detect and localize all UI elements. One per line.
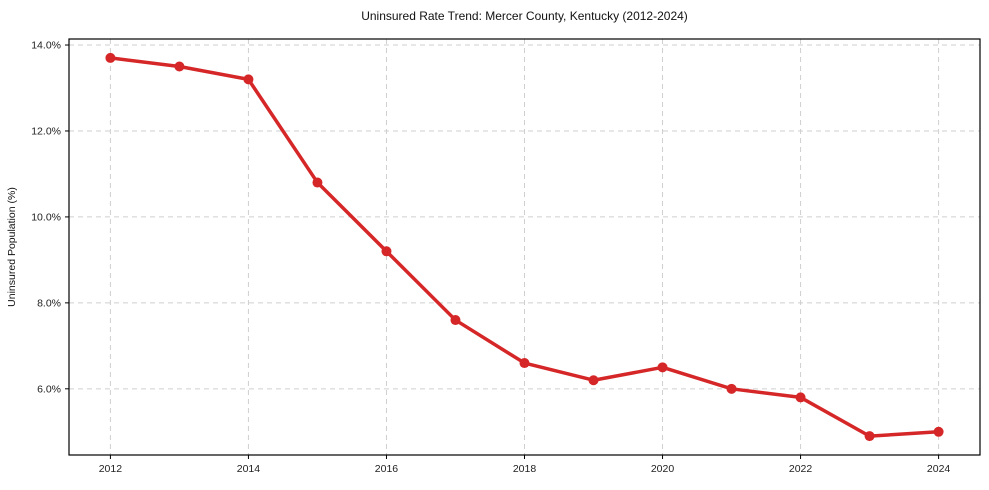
- y-tick-label: 14.0%: [31, 40, 61, 52]
- plot-border: [68, 38, 981, 456]
- data-point: [105, 52, 116, 63]
- x-tick-label: 2018: [513, 463, 537, 475]
- x-tick-label: 2020: [651, 463, 675, 475]
- y-tick-label: 12.0%: [31, 125, 61, 137]
- data-point: [243, 74, 254, 85]
- data-point: [726, 383, 737, 394]
- data-point: [933, 426, 944, 437]
- data-point: [657, 362, 668, 373]
- x-tick-label: 2014: [237, 463, 261, 475]
- y-tick-label: 8.0%: [37, 297, 61, 309]
- data-point: [381, 246, 392, 257]
- data-point: [174, 61, 185, 72]
- data-point: [795, 392, 806, 403]
- data-point: [312, 177, 323, 188]
- y-tick-label: 10.0%: [31, 211, 61, 223]
- x-tick-label: 2012: [99, 463, 123, 475]
- data-point: [519, 358, 530, 369]
- x-tick-label: 2024: [927, 463, 951, 475]
- x-tick-label: 2022: [789, 463, 813, 475]
- y-tick-label: 6.0%: [37, 383, 61, 395]
- chart-title: Uninsured Rate Trend: Mercer County, Ken…: [361, 9, 688, 23]
- data-point: [588, 375, 599, 386]
- chart-generated: 6.0% 8.0% 10.0% 12.0% 14.0% 2012 2014 2016 2018 2…: [31, 38, 981, 475]
- data-point: [450, 315, 461, 326]
- data-point: [864, 431, 875, 442]
- y-axis-label: Uninsured Population (%): [6, 187, 18, 307]
- x-tick-label: 2016: [375, 463, 399, 475]
